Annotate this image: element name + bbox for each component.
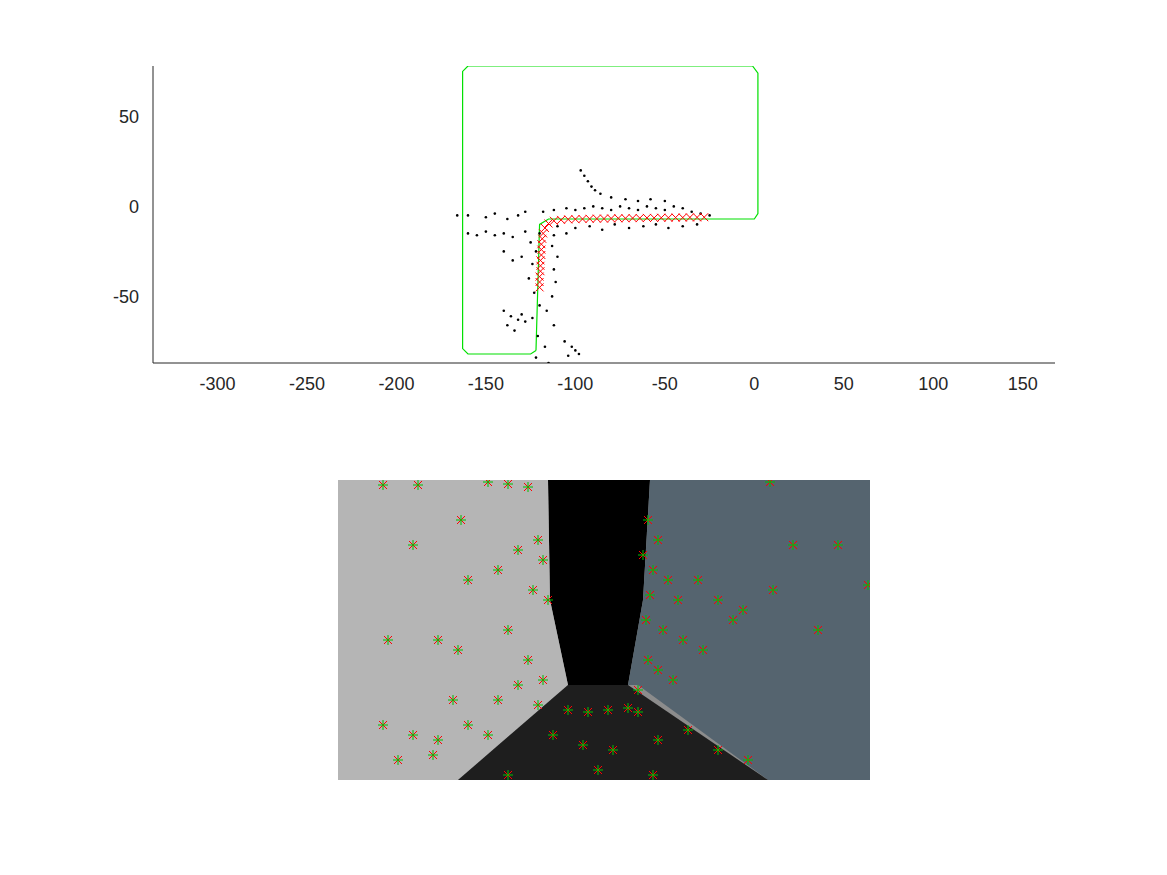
svg-text:100: 100 [918,374,948,394]
svg-text:-50: -50 [113,287,139,307]
svg-text:-100: -100 [557,374,593,394]
svg-text:-150: -150 [468,374,504,394]
svg-text:150: 150 [1008,374,1038,394]
svg-text:-200: -200 [378,374,414,394]
svg-text:-50: -50 [652,374,678,394]
svg-text:0: 0 [749,374,759,394]
svg-text:50: 50 [834,374,854,394]
svg-text:-250: -250 [289,374,325,394]
svg-text:0: 0 [129,197,139,217]
svg-text:50: 50 [119,107,139,127]
svg-text:-300: -300 [199,374,235,394]
